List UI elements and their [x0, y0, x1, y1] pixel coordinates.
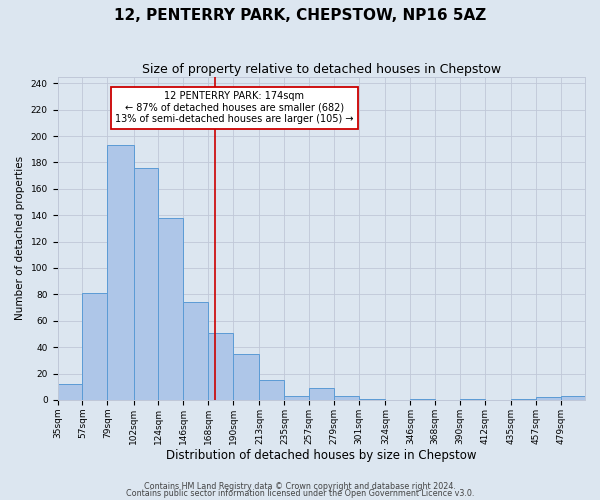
Bar [561, 396, 585, 400]
Bar [284, 396, 310, 400]
Bar [233, 354, 259, 400]
Bar [184, 302, 208, 400]
Bar [158, 218, 184, 400]
Text: 12, PENTERRY PARK, CHEPSTOW, NP16 5AZ: 12, PENTERRY PARK, CHEPSTOW, NP16 5AZ [114, 8, 486, 22]
Bar [536, 398, 561, 400]
Bar [310, 388, 334, 400]
Bar [334, 396, 359, 400]
Text: 12 PENTERRY PARK: 174sqm
← 87% of detached houses are smaller (682)
13% of semi-: 12 PENTERRY PARK: 174sqm ← 87% of detach… [115, 91, 353, 124]
Title: Size of property relative to detached houses in Chepstow: Size of property relative to detached ho… [142, 62, 501, 76]
Bar [259, 380, 284, 400]
Text: Contains HM Land Registry data © Crown copyright and database right 2024.: Contains HM Land Registry data © Crown c… [144, 482, 456, 491]
Bar [208, 332, 233, 400]
Bar [359, 398, 385, 400]
X-axis label: Distribution of detached houses by size in Chepstow: Distribution of detached houses by size … [166, 450, 476, 462]
Bar [58, 384, 82, 400]
Bar [511, 398, 536, 400]
Bar [460, 398, 485, 400]
Bar [82, 293, 107, 400]
Text: Contains public sector information licensed under the Open Government Licence v3: Contains public sector information licen… [126, 490, 474, 498]
Y-axis label: Number of detached properties: Number of detached properties [15, 156, 25, 320]
Bar [410, 398, 435, 400]
Bar [107, 146, 134, 400]
Bar [134, 168, 158, 400]
